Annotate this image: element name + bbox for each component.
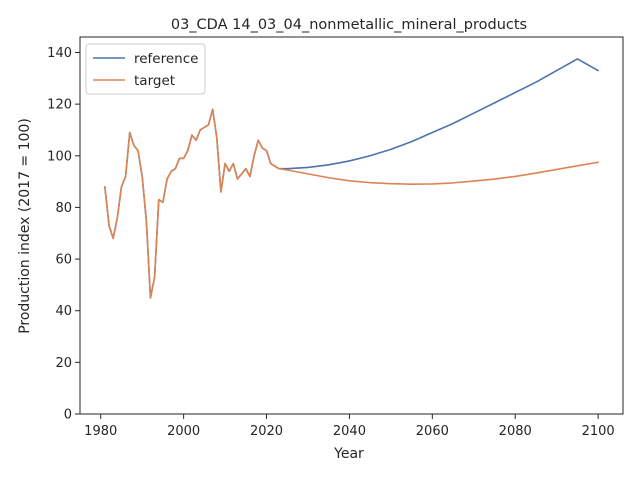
y-axis: 0 20 40 60 80 100 120 140	[47, 46, 80, 423]
chart-title: 03_CDA 14_03_04_nonmetallic_mineral_prod…	[171, 17, 527, 33]
y-tick-label: 0	[64, 408, 72, 423]
x-axis-label: Year	[333, 446, 364, 462]
x-tick-label: 2080	[499, 424, 532, 439]
y-tick-label: 100	[47, 149, 72, 164]
y-tick-label: 60	[55, 253, 72, 268]
y-tick-label: 140	[47, 46, 72, 61]
series-line-target	[104, 108, 599, 299]
series-lines	[104, 58, 599, 299]
x-tick-label: 2100	[582, 424, 615, 439]
y-axis-label: Production index (2017 = 100)	[17, 118, 33, 334]
x-tick-label: 2040	[333, 424, 366, 439]
x-tick-label: 2020	[250, 424, 283, 439]
legend-box	[85, 43, 206, 95]
y-tick-label: 80	[55, 201, 72, 216]
plot-frame	[79, 36, 624, 415]
series-line-reference	[104, 58, 599, 299]
x-axis: 1980 2000 2020 2040 2060 2080 2100	[84, 414, 615, 439]
x-tick-label: 2000	[167, 424, 200, 439]
y-tick-label: 120	[47, 98, 72, 113]
y-tick-label: 40	[55, 304, 72, 319]
y-tick-label: 20	[55, 356, 72, 371]
x-tick-label: 1980	[84, 424, 117, 439]
legend-label-target: target	[134, 73, 175, 89]
legend: reference target	[85, 43, 206, 95]
x-tick-label: 2060	[416, 424, 449, 439]
legend-label-reference: reference	[134, 51, 198, 67]
